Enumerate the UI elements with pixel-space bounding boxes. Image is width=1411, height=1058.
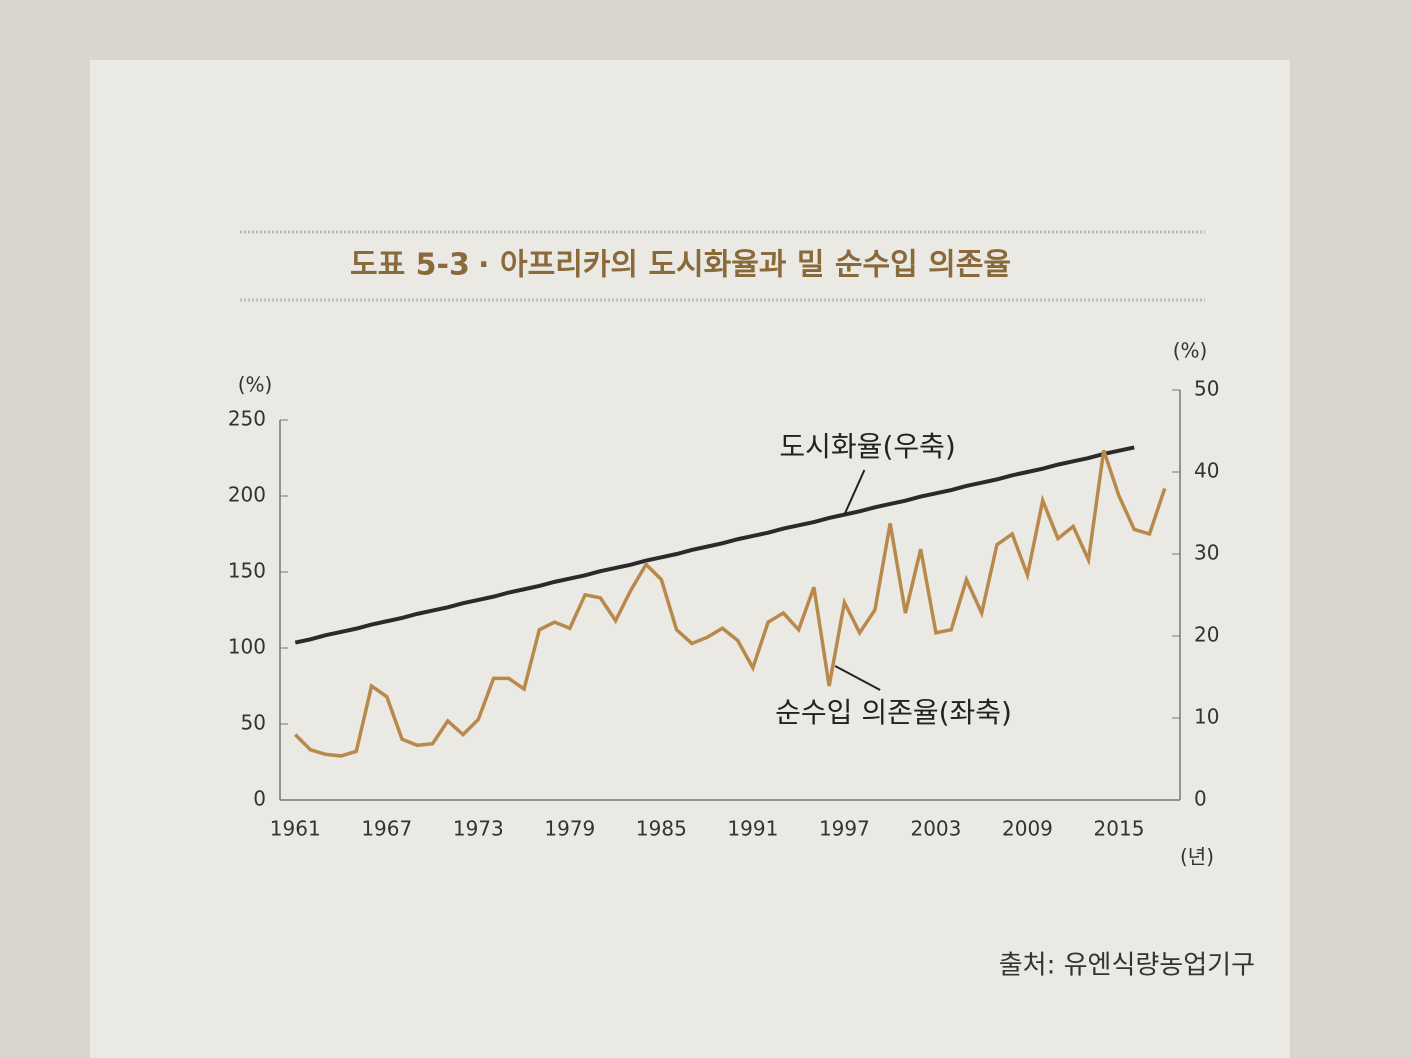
x-axis-label: (년) [1180, 845, 1214, 869]
y-axis-label: (%) [238, 373, 273, 397]
y2-tick-label: 30 [1194, 541, 1219, 565]
y2-tick-label: 10 [1194, 705, 1219, 729]
y-tick-label: 250 [228, 407, 266, 431]
y2-tick-label: 40 [1194, 459, 1219, 483]
x-tick-label: 2015 [1094, 817, 1145, 841]
x-tick-label: 2009 [1002, 817, 1053, 841]
x-tick-label: 1991 [727, 817, 778, 841]
series-line [294, 445, 1135, 645]
y2-tick-label: 50 [1194, 377, 1219, 401]
series-line [294, 449, 1167, 758]
y-tick-label: 50 [241, 711, 266, 735]
x-tick-label: 2003 [910, 817, 961, 841]
x-tick-label: 1973 [453, 817, 504, 841]
y-tick-label: 0 [253, 787, 266, 811]
page [90, 60, 1290, 1058]
title-dot: · [478, 248, 489, 283]
y-tick-label: 150 [228, 559, 266, 583]
leader-line [834, 665, 881, 691]
y-tick-label: 100 [228, 635, 266, 659]
y2-tick-label: 0 [1194, 787, 1207, 811]
x-tick-label: 1961 [270, 817, 321, 841]
title-label: 도표 5-3 [350, 248, 470, 283]
y2-tick-label: 20 [1194, 623, 1219, 647]
x-tick-label: 1997 [819, 817, 870, 841]
series-label: 도시화율(우축) [779, 430, 955, 463]
series-label: 순수입 의존율(좌축) [775, 696, 1012, 729]
x-tick-label: 1979 [544, 817, 595, 841]
y-tick-label: 200 [228, 483, 266, 507]
leader-line [843, 469, 866, 516]
chart-title: 아프리카의 도시화율과 밀 순수입 의존율 [500, 248, 1011, 283]
source: 출처: 유엔식량농업기구 [999, 951, 1255, 981]
y2-axis-label: (%) [1173, 339, 1208, 363]
x-tick-label: 1967 [361, 817, 412, 841]
x-tick-label: 1985 [636, 817, 687, 841]
